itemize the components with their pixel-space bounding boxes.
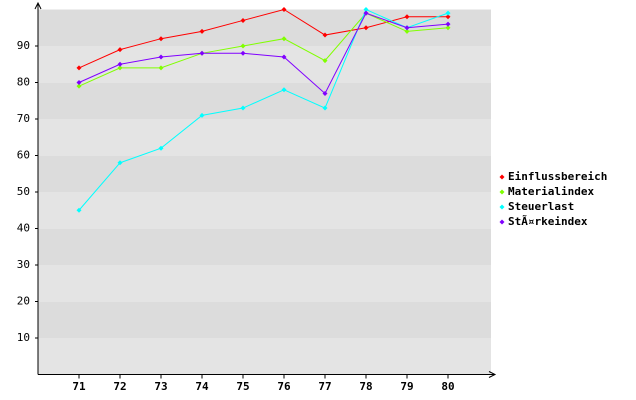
- data-point: [76, 207, 82, 213]
- y-axis-arrow: [34, 1, 42, 10]
- data-point: [363, 7, 369, 12]
- series-line: [78, 12, 449, 87]
- data-point: [404, 28, 410, 34]
- legend-marker: [499, 174, 505, 180]
- x-tick-label: 72: [113, 380, 126, 393]
- y-tick-label: 20: [17, 295, 30, 308]
- y-tick-label: 30: [17, 258, 30, 271]
- grid-band: [38, 9, 491, 46]
- data-point: [117, 65, 123, 71]
- series-line: [78, 12, 449, 95]
- data-point: [363, 10, 369, 16]
- data-point: [404, 14, 410, 20]
- data-point: [199, 28, 205, 34]
- legend-marker: [499, 204, 505, 210]
- legend-marker: [499, 189, 505, 195]
- data-point: [445, 10, 451, 16]
- data-point: [281, 36, 287, 42]
- data-point: [117, 61, 123, 67]
- grid-band: [38, 228, 491, 265]
- y-tick-label: 60: [17, 149, 30, 162]
- y-tick-label: 10: [17, 331, 30, 344]
- data-point: [158, 65, 164, 71]
- legend-label: Einflussbereich: [508, 170, 607, 183]
- y-tick-label: 40: [17, 222, 30, 235]
- data-point: [117, 160, 123, 166]
- y-tick-label: 50: [17, 185, 30, 198]
- data-point: [240, 105, 246, 111]
- data-point: [322, 105, 328, 111]
- legend-label: Steuerlast: [508, 200, 574, 213]
- data-point: [240, 17, 246, 23]
- data-point: [281, 7, 287, 12]
- x-tick-label: 76: [277, 380, 291, 393]
- data-point: [240, 50, 246, 56]
- grid-band: [38, 155, 491, 192]
- x-tick-label: 77: [318, 380, 331, 393]
- legend-marker: [499, 219, 505, 225]
- x-axis-arrow: [488, 371, 497, 378]
- x-tick-label: 75: [236, 380, 249, 393]
- data-point: [322, 32, 328, 38]
- x-tick-label: 73: [154, 380, 167, 393]
- data-point: [404, 25, 410, 31]
- legend-label: StÃ¤rkeindex: [508, 215, 588, 228]
- data-point: [199, 50, 205, 56]
- data-point: [76, 83, 82, 89]
- data-point: [158, 145, 164, 151]
- grid-band: [38, 301, 491, 338]
- x-tick-label: 80: [441, 380, 454, 393]
- data-point: [158, 54, 164, 60]
- data-point: [445, 25, 451, 31]
- y-tick-label: 90: [17, 39, 30, 52]
- data-point: [240, 43, 246, 49]
- data-point: [117, 47, 123, 53]
- x-tick-label: 74: [195, 380, 209, 393]
- data-point: [76, 65, 82, 71]
- data-point: [322, 90, 328, 96]
- legend-label: Materialindex: [508, 185, 594, 198]
- data-point: [158, 36, 164, 42]
- data-point: [199, 112, 205, 118]
- x-tick-label: 79: [400, 380, 413, 393]
- y-tick-label: 70: [17, 112, 30, 125]
- y-tick-label: 80: [17, 76, 30, 89]
- data-point: [76, 80, 82, 85]
- data-point: [281, 54, 287, 60]
- x-tick-label: 71: [72, 380, 86, 393]
- grid-band: [38, 82, 491, 119]
- data-point: [363, 25, 369, 31]
- series-line: [78, 8, 449, 211]
- data-point: [322, 58, 328, 64]
- x-tick-label: 78: [359, 380, 372, 393]
- data-point: [445, 21, 451, 27]
- data-point: [445, 14, 451, 20]
- data-point: [281, 87, 287, 93]
